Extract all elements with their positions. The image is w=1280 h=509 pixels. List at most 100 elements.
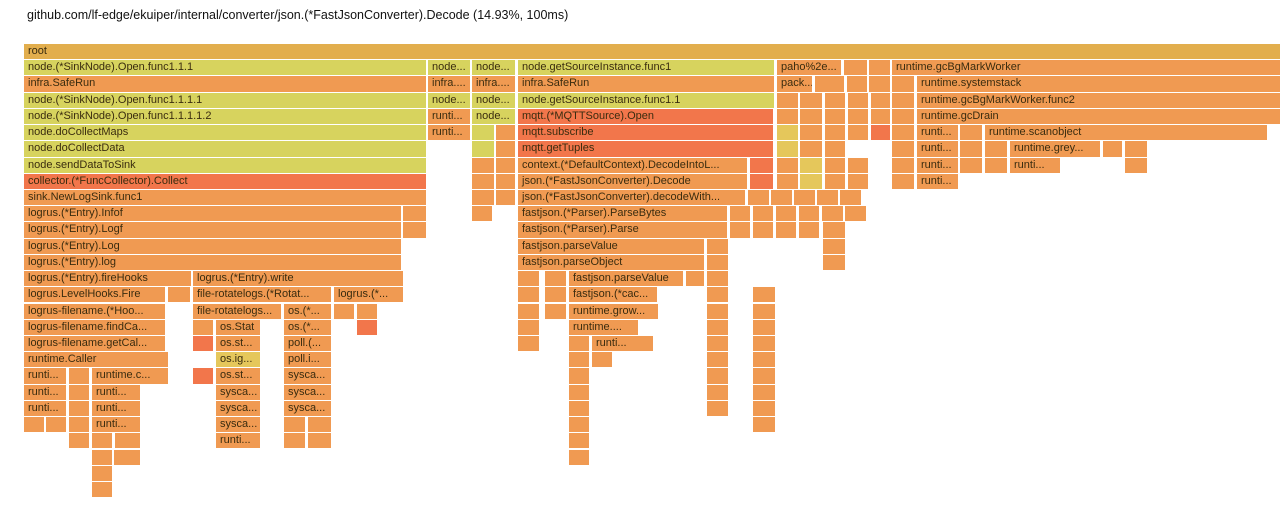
flame-cell-fastjson-parsevalue[interactable]: fastjson.parseValue: [569, 271, 683, 287]
flame-cell[interactable]: [750, 157, 773, 173]
flame-cell[interactable]: [496, 157, 515, 173]
flame-cell-sysca[interactable]: sysca...: [284, 384, 331, 400]
flame-cell-runti[interactable]: runti...: [428, 125, 470, 141]
flame-cell[interactable]: [284, 417, 305, 433]
flame-cell-logrus-entry-infof[interactable]: logrus.(*Entry).Infof: [24, 206, 401, 222]
flame-cell[interactable]: [825, 141, 845, 157]
flame-cell-node[interactable]: node...: [428, 60, 470, 76]
flame-cell-infra[interactable]: infra....: [428, 76, 470, 92]
flame-cell[interactable]: [357, 303, 377, 319]
flame-cell[interactable]: [569, 400, 589, 417]
flame-cell[interactable]: [569, 368, 589, 384]
flame-cell-runtime-gcbgmarkworker[interactable]: runtime.gcBgMarkWorker: [892, 60, 1280, 76]
flame-cell-runti[interactable]: runti...: [216, 433, 260, 449]
flame-cell[interactable]: [193, 335, 213, 352]
flame-cell[interactable]: [799, 222, 819, 238]
flame-cell-runtime-c[interactable]: runtime.c...: [92, 368, 168, 384]
flame-cell[interactable]: [777, 108, 798, 125]
flame-cell[interactable]: [569, 417, 589, 433]
flame-cell[interactable]: [825, 92, 845, 108]
flame-cell[interactable]: [777, 157, 798, 173]
flame-cell-runti[interactable]: runti...: [92, 400, 140, 417]
flame-cell-node-sinknode-open-func1-1-1-1-2[interactable]: node.(*SinkNode).Open.func1.1.1.1.2: [24, 108, 426, 125]
flame-cell[interactable]: [844, 60, 867, 76]
flame-cell[interactable]: [748, 189, 769, 206]
flame-cell-runti[interactable]: runti...: [1010, 157, 1060, 173]
flame-cell[interactable]: [892, 157, 914, 173]
flame-cell[interactable]: [115, 433, 140, 449]
flame-cell[interactable]: [707, 287, 728, 303]
flame-cell[interactable]: [817, 189, 838, 206]
flame-cell[interactable]: [823, 222, 845, 238]
flame-cell[interactable]: [848, 173, 868, 189]
flame-cell-sysca[interactable]: sysca...: [284, 400, 331, 417]
flame-cell-runti[interactable]: runti...: [24, 384, 66, 400]
flame-cell-paho-2e[interactable]: paho%2e...: [777, 60, 841, 76]
flame-cell-infra-saferun[interactable]: infra.SafeRun: [24, 76, 426, 92]
flame-cell[interactable]: [518, 303, 539, 319]
flame-cell[interactable]: [472, 206, 492, 222]
flame-cell-runti[interactable]: runti...: [917, 141, 958, 157]
flame-cell-pack[interactable]: pack...: [777, 76, 812, 92]
flame-cell[interactable]: [707, 271, 728, 287]
flame-cell[interactable]: [845, 206, 866, 222]
flame-cell[interactable]: [753, 222, 773, 238]
flame-cell-runtime-grow[interactable]: runtime.grow...: [569, 303, 658, 319]
flame-cell-file-rotatelogs[interactable]: file-rotatelogs...: [193, 303, 281, 319]
flame-cell-fastjson-parser-parsebytes[interactable]: fastjson.(*Parser).ParseBytes: [518, 206, 727, 222]
flame-cell[interactable]: [92, 433, 112, 449]
flame-cell-runti[interactable]: runti...: [917, 173, 958, 189]
flame-cell[interactable]: [496, 173, 515, 189]
flame-cell[interactable]: [69, 417, 89, 433]
flame-cell[interactable]: [871, 92, 890, 108]
flame-cell-logrus-filename-getcal[interactable]: logrus-filename.getCal...: [24, 335, 165, 352]
flame-cell[interactable]: [892, 141, 914, 157]
flame-cell-runti[interactable]: runti...: [92, 384, 140, 400]
flame-cell[interactable]: [869, 76, 890, 92]
flame-cell-runti[interactable]: runti...: [24, 368, 66, 384]
flame-cell[interactable]: [686, 271, 704, 287]
flame-cell[interactable]: [545, 303, 566, 319]
flame-cell[interactable]: [753, 303, 775, 319]
flame-cell-sysca[interactable]: sysca...: [216, 400, 260, 417]
flame-cell[interactable]: [334, 303, 354, 319]
flame-cell-fastjson-parser-parse[interactable]: fastjson.(*Parser).Parse: [518, 222, 727, 238]
flame-cell[interactable]: [753, 384, 775, 400]
flame-cell[interactable]: [753, 400, 775, 417]
flame-cell[interactable]: [707, 319, 728, 335]
flame-cell-runtime-caller[interactable]: runtime.Caller: [24, 352, 168, 368]
flame-cell[interactable]: [707, 303, 728, 319]
flame-cell[interactable]: [777, 92, 798, 108]
flame-cell[interactable]: [871, 125, 890, 141]
flame-cell[interactable]: [800, 157, 822, 173]
flame-cell-json-fastjsonconverter-decode[interactable]: json.(*FastJsonConverter).Decode: [518, 173, 747, 189]
flame-cell[interactable]: [960, 125, 982, 141]
flame-cell[interactable]: [193, 319, 213, 335]
flame-cell-fastjson-parsevalue[interactable]: fastjson.parseValue: [518, 238, 704, 254]
flame-cell[interactable]: [800, 92, 822, 108]
flame-cell[interactable]: [892, 76, 914, 92]
flame-cell-sysca[interactable]: sysca...: [216, 384, 260, 400]
flame-cell[interactable]: [545, 271, 566, 287]
flame-cell[interactable]: [960, 157, 982, 173]
flame-cell[interactable]: [92, 465, 112, 481]
flame-cell-os-st[interactable]: os.st...: [216, 368, 260, 384]
flame-cell[interactable]: [707, 384, 728, 400]
flame-cell[interactable]: [403, 206, 426, 222]
flame-cell-runtime-systemstack[interactable]: runtime.systemstack: [917, 76, 1280, 92]
flame-cell[interactable]: [472, 173, 494, 189]
flame-cell-runtime-grey[interactable]: runtime.grey...: [1010, 141, 1100, 157]
flame-cell[interactable]: [750, 173, 773, 189]
flame-cell-node[interactable]: node...: [472, 92, 515, 108]
flame-cell[interactable]: [848, 108, 868, 125]
flame-cell-node-docollectdata[interactable]: node.doCollectData: [24, 141, 426, 157]
flame-cell[interactable]: [753, 352, 775, 368]
flame-cell[interactable]: [403, 222, 426, 238]
flame-cell[interactable]: [69, 384, 89, 400]
flame-cell-infra-saferun[interactable]: infra.SafeRun: [518, 76, 774, 92]
flame-cell[interactable]: [985, 141, 1007, 157]
flame-cell-sysca[interactable]: sysca...: [284, 368, 331, 384]
flame-cell[interactable]: [869, 60, 890, 76]
flame-cell[interactable]: [776, 206, 796, 222]
flame-cell-runti[interactable]: runti...: [917, 157, 958, 173]
